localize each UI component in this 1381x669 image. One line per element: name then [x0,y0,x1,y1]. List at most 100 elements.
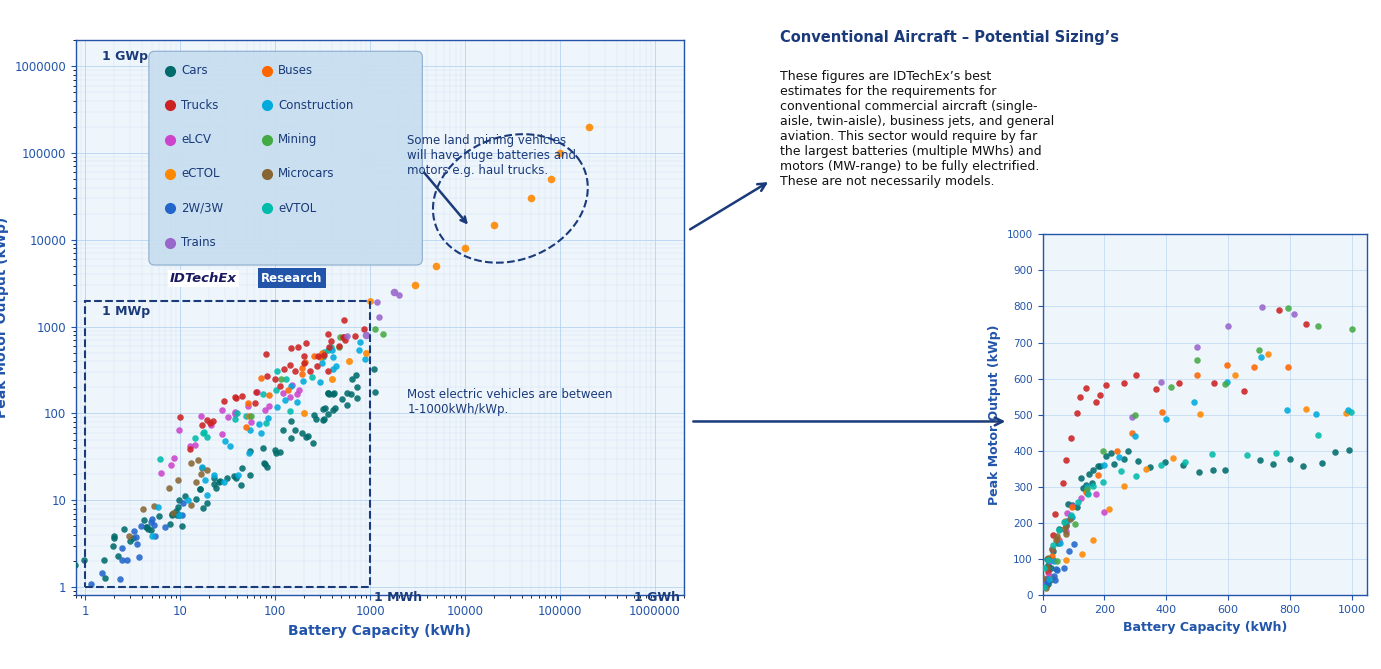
Point [1117,446,1139,456]
Point [231,463,253,474]
Point [279,432,301,443]
Point [338,356,360,367]
Point [305,413,327,424]
Point [1121,428,1143,439]
Point [1076,482,1098,493]
Point [1056,508,1079,518]
Point [254,405,276,415]
Point [1261,459,1283,470]
Point [239,425,261,436]
Point [1069,472,1091,483]
Point [1092,476,1114,487]
Point [320,342,342,353]
Point [133,514,155,525]
Point [265,365,287,376]
Point [1124,409,1146,420]
Point [137,522,159,533]
X-axis label: Battery Capacity (kWh): Battery Capacity (kWh) [1123,621,1287,634]
Point [214,436,236,446]
Point [1214,379,1236,389]
Point [1061,510,1083,520]
Point [272,424,294,435]
Point [271,373,293,384]
Point [1065,518,1087,529]
Point [1295,404,1317,415]
Point [146,502,168,512]
Point [1034,577,1056,587]
Point [1037,567,1059,578]
Point [1079,468,1101,479]
Point [1039,574,1061,585]
Text: These figures are IDTechEx’s best
estimates for the requirements for
conventiona: These figures are IDTechEx’s best estima… [780,70,1055,188]
Point [1043,539,1065,550]
Point [251,443,273,454]
Point [1055,529,1077,540]
Point [167,475,189,486]
Point [196,432,218,442]
Point [336,388,358,399]
Point [238,448,260,459]
Point [273,394,296,405]
Point [1189,409,1211,419]
Point [312,352,334,363]
Point [130,520,152,531]
Point [322,351,344,362]
Point [1044,575,1066,585]
Point [1203,465,1225,476]
Point [166,510,188,520]
Point [1152,407,1174,417]
Point [1052,477,1074,488]
X-axis label: Battery Capacity (kWh): Battery Capacity (kWh) [289,624,471,638]
Point [454,243,476,254]
Point [1061,512,1083,522]
Point [388,290,410,300]
Point [1145,383,1167,394]
Point [1043,571,1065,581]
Point [224,407,246,417]
Point [1279,454,1301,465]
Point [166,506,188,516]
Point [240,411,262,421]
Point [268,380,290,391]
Point [1039,570,1061,581]
Point [1095,379,1117,390]
Point [225,472,247,483]
Point [577,122,599,132]
Point [265,385,287,395]
Point [191,462,213,473]
Point [211,405,233,415]
Point [110,543,133,554]
Point [1076,480,1098,490]
Point [1087,461,1109,472]
Point [253,458,275,469]
Point [1063,539,1085,549]
Point [109,573,131,584]
Text: eLCV: eLCV [181,133,211,146]
Point [1085,397,1108,407]
Point [135,521,157,532]
Point [264,444,286,455]
Point [244,398,267,409]
Point [1102,458,1124,469]
Point [1090,389,1112,400]
Point [348,345,370,355]
Point [1276,405,1298,415]
Point [1066,501,1088,512]
Point [1048,538,1070,549]
Point [217,411,239,422]
Point [217,472,239,483]
Point [149,454,171,464]
Point [168,510,191,520]
Text: Mining: Mining [279,133,318,146]
Point [1074,486,1097,497]
Point [1268,304,1290,315]
Point [1045,531,1068,541]
Point [1055,555,1077,565]
Point [257,462,279,472]
Point [329,332,351,343]
Point [302,438,325,448]
Point [192,428,214,439]
Point [355,347,377,358]
Point [168,495,191,506]
Point [202,415,224,426]
